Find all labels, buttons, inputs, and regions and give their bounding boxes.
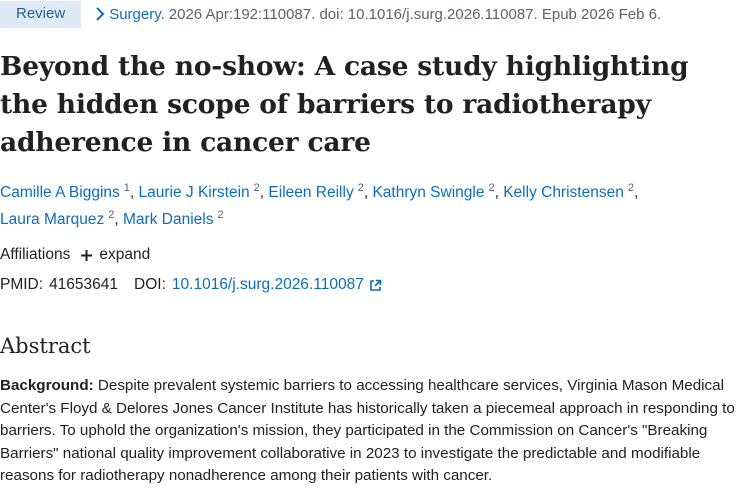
- identifiers-row: PMID: 41653641 DOI: 10.1016/j.surg.2026.…: [0, 276, 382, 294]
- separator: ,: [259, 184, 269, 201]
- expand-affiliations-button[interactable]: expand: [80, 246, 150, 264]
- author-link[interactable]: Eileen Reilly: [268, 184, 354, 201]
- affiliation-ref[interactable]: 1: [123, 182, 130, 194]
- affiliation-ref[interactable]: 2: [488, 182, 495, 194]
- affiliation-ref[interactable]: 2: [108, 209, 115, 221]
- author-link[interactable]: Kelly Christensen: [503, 184, 624, 201]
- abstract-heading: Abstract: [0, 334, 91, 358]
- citation-bar: Review Surgery. 2026 Apr:192:110087. doi…: [0, 0, 750, 28]
- background-label: Background:: [0, 377, 94, 394]
- separator: ,: [363, 184, 373, 201]
- abstract-body: Background: Despite prevalent systemic b…: [0, 375, 748, 488]
- author-link[interactable]: Mark Daniels: [123, 211, 214, 228]
- affiliation-ref[interactable]: 2: [217, 209, 224, 221]
- pmid-label: PMID:: [0, 276, 44, 293]
- author-link[interactable]: Laura Marquez: [0, 211, 105, 228]
- plus-icon: [81, 249, 93, 261]
- author-link[interactable]: Kathryn Swingle: [372, 184, 485, 201]
- affiliation-ref[interactable]: 2: [627, 182, 634, 194]
- journal-link[interactable]: Surgery.: [109, 5, 165, 23]
- doi-link[interactable]: 10.1016/j.surg.2026.110087: [171, 276, 364, 293]
- separator: ,: [129, 184, 139, 201]
- affiliation-ref[interactable]: 2: [253, 182, 260, 194]
- external-link-icon[interactable]: [369, 279, 382, 292]
- article-title: Beyond the no-show: A case study highlig…: [0, 51, 689, 158]
- affiliations-row: Affiliations expand: [0, 246, 150, 264]
- author-link[interactable]: Camille A Biggins: [0, 184, 120, 201]
- author-link[interactable]: Laurie J Kirstein: [138, 184, 250, 201]
- background-text: Despite prevalent systemic barriers to a…: [0, 377, 735, 484]
- separator: ,: [114, 211, 124, 228]
- expand-label: expand: [99, 246, 151, 263]
- doi-label: DOI:: [134, 276, 166, 293]
- separator: ,: [494, 184, 504, 201]
- pmid-value: 41653641: [49, 276, 119, 293]
- chevron-right-icon[interactable]: [95, 7, 105, 21]
- separator: ,: [633, 184, 639, 201]
- author-list: Camille A Biggins 1, Laurie J Kirstein 2, …: [0, 180, 745, 234]
- affiliation-ref[interactable]: 2: [357, 182, 364, 194]
- citation-text: 2026 Apr:192:110087. doi: 10.1016/j.surg…: [168, 5, 662, 23]
- article-type-badge: Review: [0, 0, 82, 28]
- affiliations-label: Affiliations: [0, 246, 71, 263]
